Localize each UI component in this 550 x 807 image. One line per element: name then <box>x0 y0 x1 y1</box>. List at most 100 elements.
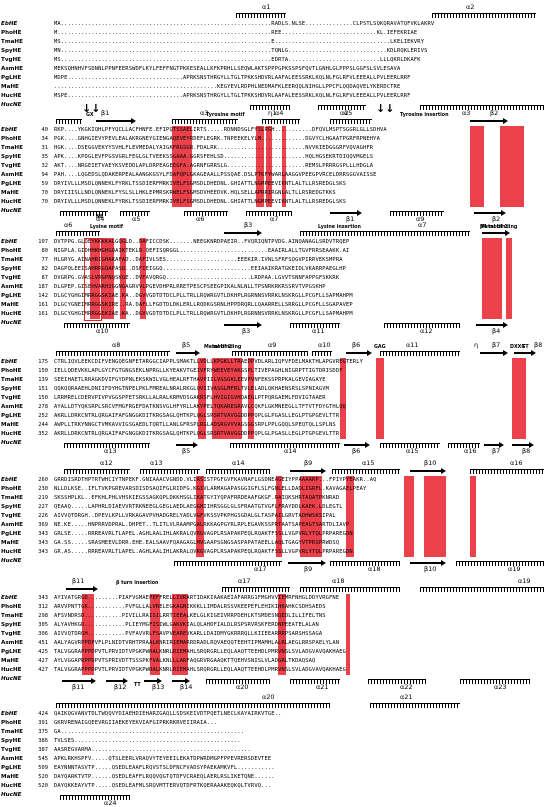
sequence-name: TvgHE <box>1 275 21 281</box>
helix-bottom-2 <box>420 105 544 110</box>
ss-label: β13 <box>152 683 165 691</box>
ss-label: β9 <box>304 565 313 573</box>
ss-label: α7 <box>270 215 279 223</box>
sequence-residues: M.......................................… <box>54 30 418 36</box>
ss-label: β2 <box>492 215 501 223</box>
sequence-name: AsmHE <box>1 66 23 72</box>
ss-label: α4 <box>96 215 105 223</box>
sequence-residues: MN......................................… <box>54 48 428 54</box>
strand-arrow-bottom-0 <box>62 678 96 684</box>
ss-track-bottom: α4 α5 α6 α7 β1 α9 β2 NE <box>0 208 550 223</box>
sequence-name: PhoHE <box>1 720 22 726</box>
helix-top-3 <box>330 119 372 124</box>
sequence-start: 375 <box>38 729 48 735</box>
sequence-start: 94 <box>41 172 49 178</box>
sequence-residues: MS......................................… <box>54 39 425 45</box>
helix-bottom-3 <box>448 443 480 448</box>
sequence-start: 424 <box>38 711 48 717</box>
sequence-residues: AKRLLDRKCNTRLQRGAIFAFGNGGKDITKRGSAGLQHTK… <box>54 413 340 419</box>
strand-arrow-top-1 <box>346 350 372 356</box>
down-arrow-marker: ↓↓ <box>376 102 395 115</box>
ss-label: α8 <box>112 341 121 349</box>
helix-bottom-1 <box>318 105 366 110</box>
conserved-column <box>196 476 204 557</box>
sequence-residues: TVLSES..................................… <box>54 738 241 744</box>
conserved-column <box>82 594 94 675</box>
sequence-name: PhoHE <box>1 30 22 36</box>
sequence-name: PhoHE <box>1 486 22 492</box>
sequence-residues: IELLQDEVKKLAPLGYCFGTGNGSEKLNPRGLLKYEAKVT… <box>54 368 343 374</box>
sequence-residues: AYLVGGAPRPPDPVTSPRIVDTTSSSPKFVALKNLLLARF… <box>54 658 316 664</box>
sequence-residues: MSPE..................................AP… <box>54 93 411 99</box>
sequence-start: 298 <box>38 613 48 619</box>
ss-annotation: Lysine motif <box>90 225 124 230</box>
sequence-residues: GKRVRENAIGQEEVRGIIAEKEYEKVIAFGIPRKRKRVEI… <box>54 720 217 726</box>
conserved-column <box>90 238 100 319</box>
sequence-name: PgLHE <box>1 75 22 81</box>
down-arrow-marker: ↓↓ <box>82 102 101 115</box>
helix-bottom-0 <box>60 211 108 216</box>
sequence-residues: DLGCYGHGIMRRGGSKIAE.KA..DGVVGDTDTDCLPLLT… <box>54 293 353 299</box>
sequence-residues: ALYAVHKGD............PLIEYMGFISIWLGAKVKI… <box>54 622 319 628</box>
ss-label: α16 <box>464 447 477 455</box>
sequence-name: PgLHE <box>1 531 22 537</box>
ss-label: β7 <box>492 341 501 349</box>
sequence-name: HucNE <box>1 792 22 798</box>
ss-track-top: α20 α21 <box>0 693 550 708</box>
ss-label: α10 <box>318 341 331 349</box>
sequence-name: HucHE <box>1 667 22 673</box>
ss-label: α1 <box>262 3 271 11</box>
ss-label: β9 <box>304 459 313 467</box>
ss-track-top: α6 β3 α7 Lysine motif Lysine insertion Metal … <box>0 221 550 236</box>
sequence-name: HucHE <box>1 431 22 437</box>
sequence-name: EbHE <box>1 359 18 365</box>
ss-label: β5 <box>182 341 191 349</box>
conserved-column <box>212 358 242 439</box>
sequence-residues: SEEIHAETLRRAGKDVIFGYDPNLEKSKWILVGLHEALRF… <box>54 377 326 383</box>
sequence-name: HucNE <box>1 440 22 446</box>
sequence-name: HucHE <box>1 93 22 99</box>
sequence-name: MaHE <box>1 190 19 196</box>
ss-track-bottom: α17 β9 α18 β10 α19 <box>0 558 550 573</box>
sequence-start: 142 <box>38 293 48 299</box>
sequence-residues: CTRLIQVLEEKCDIFVENGQEGNFETARGGCIAPPLSMAK… <box>54 359 363 365</box>
helix-top-0 <box>64 469 130 474</box>
sequence-residues: APK....KPDGLEVFPGSVGRLFEGLGLTVEEKSSGAAA.… <box>54 154 374 160</box>
sequence-start: 352 <box>38 431 48 437</box>
sequence-residues: DAYQKKEAYVTP.....QSEDLEAFMLSRQVMTTERVQTD… <box>54 783 272 789</box>
conserved-column <box>266 126 272 207</box>
ss-annotation: Metal binding <box>480 225 518 230</box>
sequence-residues: DLGCYGHGIMRRGGSKIAE.KA..DGVVGDTDTDCLPLLT… <box>54 311 353 317</box>
sequence-start: 278 <box>38 404 48 410</box>
helix-bottom-2 <box>184 211 228 216</box>
sequence-start: 219 <box>38 495 48 501</box>
sequence-name: PhoHE <box>1 248 22 254</box>
helix-top-1 <box>432 13 536 18</box>
sequence-name: SpyHE <box>1 738 22 744</box>
sequence-name: PgLHE <box>1 765 22 771</box>
ss-label: α22 <box>400 683 413 691</box>
sequence-name: AsmHE <box>1 172 23 178</box>
sequence-name: TmaHE <box>1 377 23 383</box>
sequence-name: PgLHE <box>1 413 22 419</box>
sequence-name: TmaHE <box>1 613 23 619</box>
sequence-start: 545 <box>38 756 48 762</box>
conserved-column <box>120 238 126 319</box>
sequence-name: AsmHE <box>1 756 23 762</box>
sequence-start: 451 <box>38 640 48 646</box>
sequence-residues: AWPLLTRKYNNGCTVMKAVVIGSGAEDLTQRTLLANLGFR… <box>54 422 336 428</box>
ss-annotation: Metal binding <box>204 345 242 350</box>
ss-label: β3 <box>244 221 253 229</box>
sequence-residues: DAYQARKTVTP......QSEDLEAFFLRQQVQGTQTDFVC… <box>54 774 275 780</box>
sequence-residues: AYIVATGRGD.........PIAFVGMAEPEFFRELLIVRA… <box>54 595 340 601</box>
sequence-name: SpyHE <box>1 386 22 392</box>
sequence-start: 343 <box>38 540 48 546</box>
ss-label: α18 <box>332 577 345 585</box>
strand-arrow-bottom-0 <box>224 322 262 328</box>
ss-label: β11 <box>72 683 85 691</box>
ss-label: β8 <box>534 341 543 349</box>
conserved-column <box>506 238 512 319</box>
ss-label: α2 <box>340 109 349 117</box>
ss-label: α20 <box>236 683 249 691</box>
